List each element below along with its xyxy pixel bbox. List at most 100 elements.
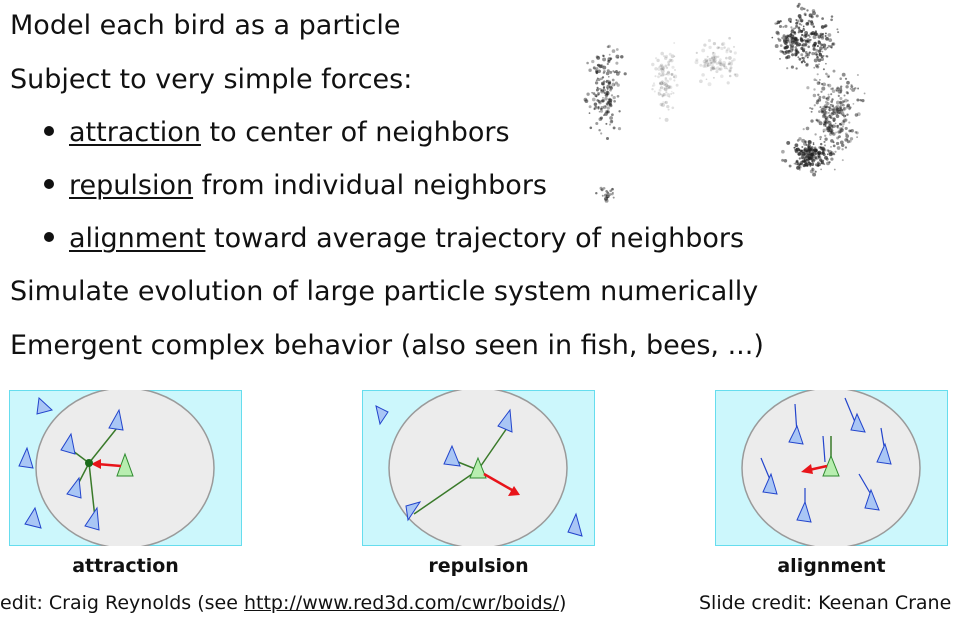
bird-dot <box>844 98 848 103</box>
bird-dot <box>844 115 847 117</box>
bird-dot <box>805 126 810 131</box>
bird-dot <box>846 91 849 95</box>
bird-dot <box>732 58 736 62</box>
bird-dot <box>816 161 820 165</box>
bird-dot <box>730 59 734 63</box>
bird-dot <box>832 144 836 148</box>
bird-dot <box>838 87 843 91</box>
bird-dot <box>836 125 840 128</box>
bird-dot <box>831 108 835 112</box>
bird-dot <box>798 149 801 151</box>
bird-dot <box>612 95 616 100</box>
bird-dot <box>663 87 668 91</box>
bird-dot <box>779 58 781 60</box>
bird-dot <box>658 65 661 69</box>
bird-dot <box>591 59 595 64</box>
bird-dot <box>835 109 839 113</box>
bird-dot <box>804 50 808 54</box>
bird-dot <box>592 92 596 95</box>
bird-dot <box>828 150 833 155</box>
bird-dot <box>803 38 806 42</box>
bird-dot <box>653 82 655 84</box>
bird-dot <box>596 64 599 67</box>
bird-dot <box>815 64 819 68</box>
bird-dot <box>827 130 831 133</box>
bird-dot <box>815 101 819 105</box>
bird-dot <box>792 27 796 30</box>
bird-dot <box>827 106 830 109</box>
bird-dot <box>707 62 710 65</box>
bird-dot <box>799 163 802 166</box>
bird-dot <box>652 83 656 87</box>
bird-dot <box>844 126 848 130</box>
bird-dot <box>800 53 804 57</box>
bird-dot <box>832 141 835 144</box>
line-simple-forces: Subject to very simple forces: <box>10 64 413 95</box>
bird-dot <box>861 98 865 103</box>
bird-dot <box>662 81 665 84</box>
bird-dot <box>820 161 825 165</box>
bird-dot <box>606 100 610 104</box>
bird-dot <box>673 42 676 44</box>
bird-dot <box>831 124 836 129</box>
bird-dot <box>659 102 664 107</box>
bird-dot <box>816 65 820 69</box>
bird-dot <box>818 110 821 113</box>
bird-dot <box>659 87 662 89</box>
repulsion-diagram <box>362 390 595 546</box>
bird-dot <box>801 154 804 157</box>
bird-dot <box>826 55 829 58</box>
bird-dot <box>616 83 620 87</box>
bird-dot <box>805 63 809 67</box>
bird-dot <box>797 26 801 30</box>
bird-dot <box>840 108 844 112</box>
bird-dot <box>784 50 789 54</box>
bird-dot <box>807 19 811 23</box>
bird-dot <box>593 107 596 111</box>
bird-dot <box>819 138 822 141</box>
bird-dot <box>804 44 808 47</box>
bird-dot <box>668 85 673 89</box>
bird-dot <box>784 45 789 50</box>
bird-dot <box>715 61 719 65</box>
bird-dot <box>814 30 817 33</box>
bullet-dot <box>44 231 54 242</box>
bird-dot <box>818 52 821 55</box>
bird-dot <box>707 82 712 87</box>
bird-dot <box>798 22 801 26</box>
bird-dot <box>820 43 823 47</box>
bird-dot <box>797 56 800 59</box>
bird-dot <box>832 117 837 122</box>
bird-dot <box>821 114 826 119</box>
bird-dot <box>844 118 848 122</box>
bird-dot <box>706 64 710 67</box>
bird-dot <box>799 36 803 39</box>
bird-dot <box>695 58 699 62</box>
bird-dot <box>604 93 609 97</box>
bird-dot <box>820 25 825 29</box>
bird-dot <box>844 138 848 142</box>
bird-dot <box>662 101 665 104</box>
bird-dot <box>798 57 802 61</box>
bird-dot <box>830 100 834 103</box>
bird-dot <box>807 45 810 49</box>
bird-dot <box>777 37 780 40</box>
bird-dot <box>796 41 800 45</box>
bird-dot <box>660 72 665 77</box>
bird-dot <box>849 137 854 141</box>
boids-link[interactable]: http://www.red3d.com/cwr/boids/ <box>243 592 559 614</box>
bird-dot <box>704 58 709 63</box>
bird-dot <box>800 156 804 160</box>
bird-dot <box>819 158 823 162</box>
bird-dot <box>829 45 833 49</box>
bird-dot <box>661 103 665 107</box>
bird-dot <box>600 106 604 110</box>
bird-dot <box>859 99 862 102</box>
bird-dot <box>826 126 831 131</box>
bird-dot <box>795 48 798 51</box>
bird-dot <box>836 28 839 31</box>
bird-dot <box>712 76 715 79</box>
bird-dot <box>821 17 824 20</box>
bird-dot <box>794 48 797 52</box>
bird-dot <box>712 58 717 63</box>
